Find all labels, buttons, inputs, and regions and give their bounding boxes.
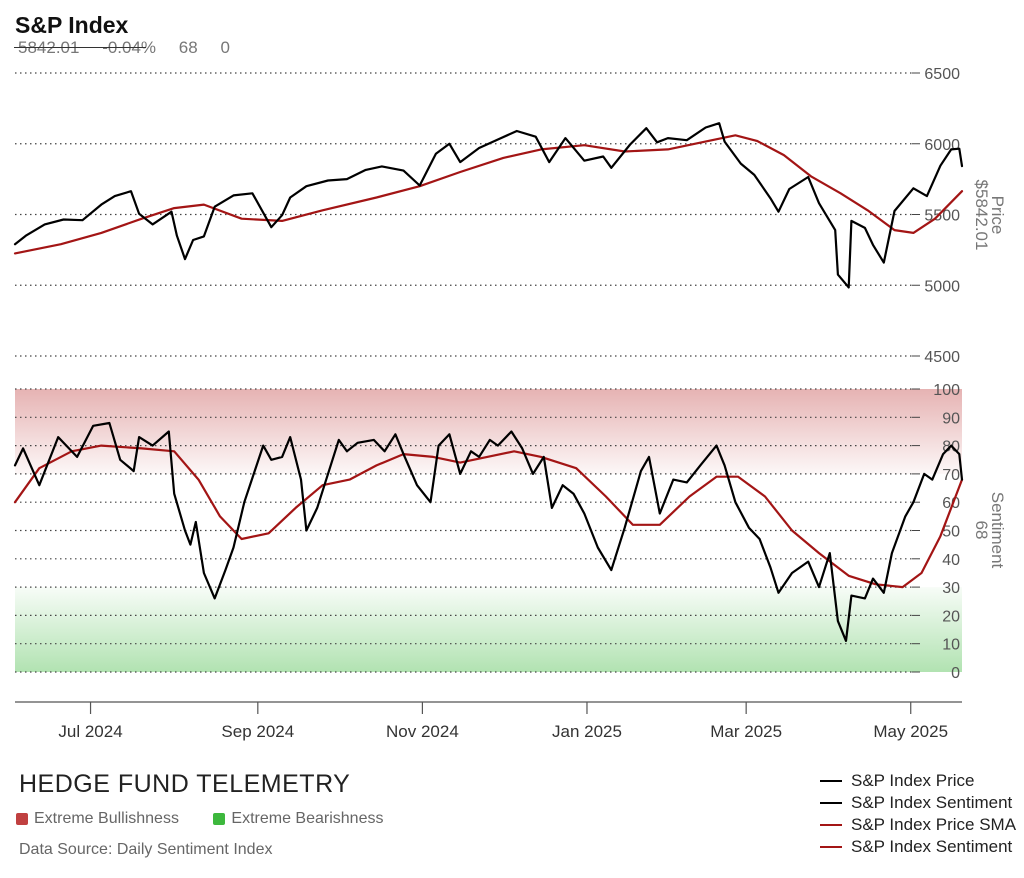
legend-line — [820, 780, 842, 782]
sentiment-axis-title: Sentiment — [988, 492, 1007, 569]
price-line — [13, 122, 964, 289]
x-tick-label: Sep 2024 — [221, 722, 294, 741]
sentiment-axis-value: 68 — [972, 521, 991, 540]
sentiment-tick-label: 0 — [951, 665, 960, 682]
y-axis-titles: Price $5842.01 Sentiment 68 — [972, 180, 1007, 569]
bear-swatch — [213, 813, 226, 825]
x-tick-label: May 2025 — [873, 722, 948, 741]
legend-label: S&P Index Sentiment — [851, 793, 1013, 812]
x-tick-label: Jul 2024 — [58, 722, 122, 741]
legend-label: S&P Index Price SMA — [851, 815, 1017, 834]
price-tick-label: 5000 — [924, 278, 960, 295]
sentiment-tick-label: 50 — [942, 524, 960, 541]
zone-keys: Extreme Bullishness Extreme Bearishness — [16, 810, 413, 830]
legend-label: S&P Index Sentiment — [851, 837, 1013, 856]
sentiment-tick-label: 40 — [942, 552, 960, 569]
title-underline — [14, 47, 146, 48]
sentiment-tick-label: 90 — [942, 410, 960, 427]
legend-line — [820, 824, 842, 826]
price-tick-label: 6500 — [924, 66, 960, 83]
sentiment-tick-label: 20 — [942, 608, 960, 625]
price-sma-line — [13, 134, 964, 255]
legend: S&P Index Price S&P Index Sentiment S&P … — [820, 770, 1024, 858]
series-lines — [13, 122, 964, 643]
x-tick-label: Jan 2025 — [552, 722, 622, 741]
x-tick-label: Mar 2025 — [710, 722, 782, 741]
extra-stat: 0 — [220, 38, 230, 57]
sentiment-sma-line — [13, 444, 964, 589]
sentiment-zones — [15, 389, 962, 672]
legend-item[interactable]: S&P Index Sentiment — [820, 792, 1024, 814]
x-tick-label: Nov 2024 — [386, 722, 459, 741]
bear-key: Extreme Bearishness — [213, 810, 383, 828]
sentiment-tick-label: 70 — [942, 467, 960, 484]
x-axis: Jul 2024 Sep 2024 Nov 2024 Jan 2025 Mar 2025… — [15, 701, 962, 741]
bull-swatch — [16, 813, 28, 825]
sentiment-tick-label: 60 — [942, 495, 960, 512]
extreme-bearishness-zone — [15, 587, 962, 672]
legend-label: S&P Index Price — [851, 771, 975, 790]
price-axis-title: Price — [988, 196, 1007, 235]
legend-line — [820, 802, 842, 804]
sentiment-tick-label: 10 — [942, 637, 960, 654]
extreme-bullishness-zone — [15, 389, 962, 474]
chart-title: S&P Index — [15, 12, 129, 38]
brand-name: HEDGE FUND TELEMETRY — [19, 770, 351, 798]
grid-lines — [15, 72, 920, 673]
price-axis-value: $5842.01 — [972, 180, 991, 251]
data-source: Data Source: Daily Sentiment Index — [19, 841, 273, 858]
sentiment-tick-label: 100 — [933, 382, 960, 399]
legend-line — [820, 846, 842, 848]
sentiment-line — [13, 421, 964, 643]
legend-item[interactable]: S&P Index Price SMA — [820, 814, 1024, 836]
sentiment-stat: 68 — [178, 38, 198, 57]
legend-item[interactable]: S&P Index Price — [820, 770, 1024, 792]
bull-key-label: Extreme Bullishness — [34, 810, 179, 827]
header-stats: 5842.01 -0.04% 68 0 — [18, 38, 248, 58]
price-tick-label: 4500 — [924, 349, 960, 366]
price-tick-label: 6000 — [924, 137, 960, 154]
sentiment-tick-label: 30 — [942, 580, 960, 597]
bear-key-label: Extreme Bearishness — [231, 810, 384, 827]
legend-item[interactable]: S&P Index Sentiment — [820, 836, 1024, 858]
bull-key: Extreme Bullishness — [16, 810, 179, 828]
